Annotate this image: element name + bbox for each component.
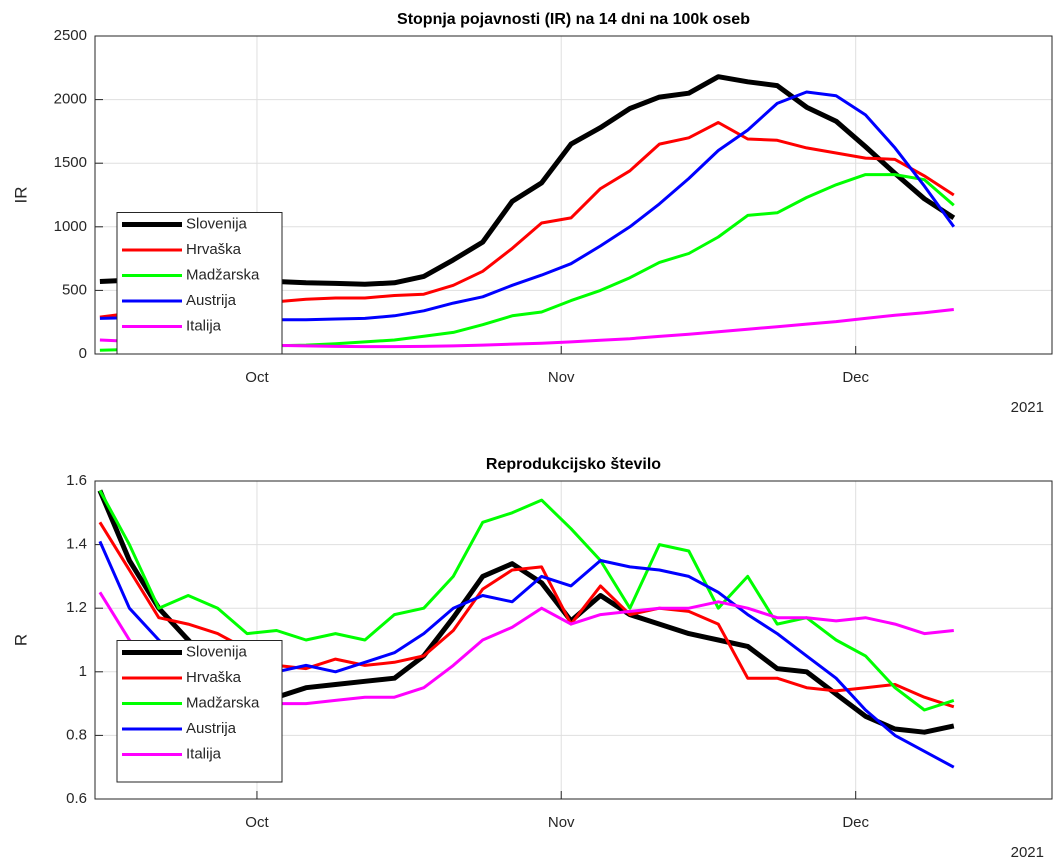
- legend-label: Slovenija: [186, 643, 248, 660]
- y-tick-label: 1.4: [66, 536, 87, 553]
- legend-label: Hrvaška: [186, 669, 242, 686]
- y-axis-label: IR: [11, 187, 30, 204]
- x-tick-label: Dec: [842, 369, 869, 386]
- legend-box: [116, 640, 283, 783]
- y-tick-label: 500: [62, 281, 87, 298]
- legend-label: Austrija: [186, 720, 237, 737]
- legend-label: Italija: [186, 317, 222, 334]
- y-tick-label: 2000: [54, 91, 87, 108]
- x-secondary-label: 2021: [1011, 399, 1044, 416]
- legend-label: Italija: [186, 745, 222, 762]
- y-tick-label: 1: [79, 663, 87, 680]
- axes-box: [94, 35, 1053, 355]
- y-tick-label: 0.6: [66, 790, 87, 807]
- y-axis-label: R: [11, 634, 30, 646]
- subplot: Stopnja pojavnosti (IR) na 14 dni na 100…: [11, 11, 1053, 416]
- legend-label: Hrvaška: [186, 241, 242, 258]
- legend-label: Madžarska: [186, 694, 260, 711]
- y-tick-label: 2500: [54, 27, 87, 44]
- legend-label: Madžarska: [186, 266, 260, 283]
- axes-box: [94, 480, 1053, 800]
- series-line: [98, 489, 955, 712]
- y-tick-label: 1.6: [66, 472, 87, 489]
- y-tick-label: 0.8: [66, 726, 87, 743]
- chart-title: Stopnja pojavnosti (IR) na 14 dni na 100…: [397, 11, 750, 28]
- x-secondary-label: 2021: [1011, 844, 1044, 861]
- x-tick-label: Oct: [245, 814, 269, 831]
- legend-label: Austrija: [186, 292, 237, 309]
- x-tick-label: Oct: [245, 369, 269, 386]
- y-tick-label: 1.2: [66, 599, 87, 616]
- subplot: Reprodukcijsko število R 2021 0.6 0.8 1 1.2 1.4…: [11, 456, 1053, 861]
- chart-title: Reprodukcijsko število: [486, 456, 661, 473]
- x-tick-label: Dec: [842, 814, 869, 831]
- legend-label: Slovenija: [186, 215, 248, 232]
- y-tick-label: 0: [79, 345, 87, 362]
- x-tick-label: Nov: [548, 369, 575, 386]
- y-tick-label: 1000: [54, 218, 87, 235]
- y-tick-label: 1500: [54, 154, 87, 171]
- legend-box: [116, 212, 283, 355]
- x-tick-label: Nov: [548, 814, 575, 831]
